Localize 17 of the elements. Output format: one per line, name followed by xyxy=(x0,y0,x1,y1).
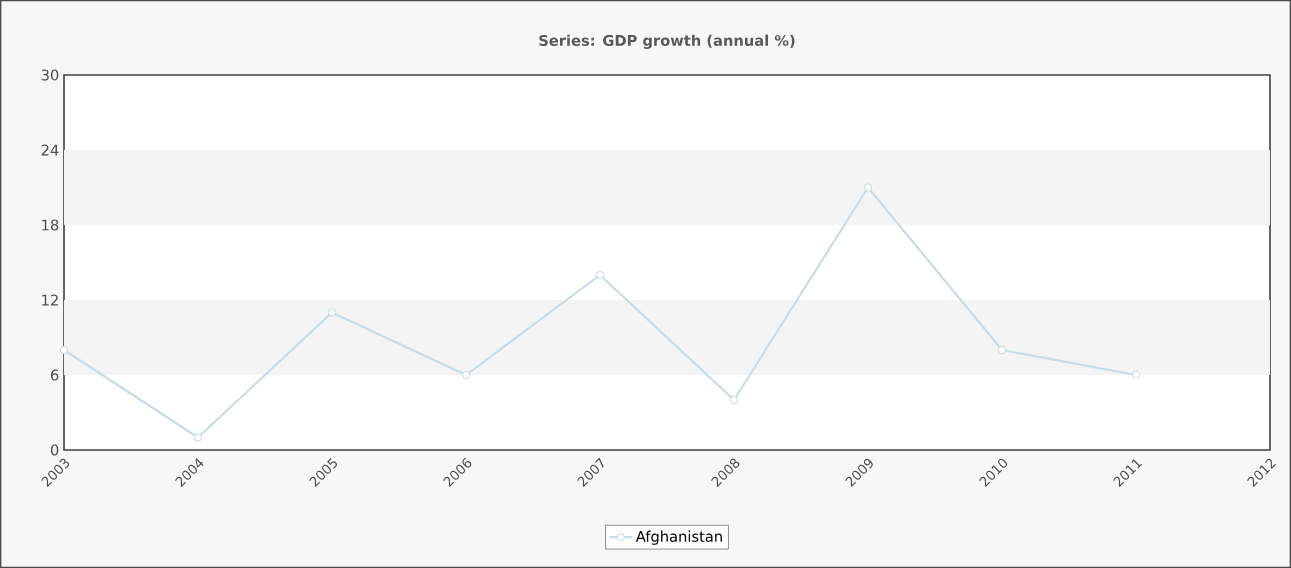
point xyxy=(328,308,337,317)
point xyxy=(864,183,873,192)
y-tick-label: 18 xyxy=(42,219,59,231)
point xyxy=(462,370,471,379)
legend-label: Afghanistan xyxy=(635,530,722,545)
y-tick-label: 12 xyxy=(42,294,58,306)
point xyxy=(730,395,739,405)
point xyxy=(60,345,69,355)
chart-title: Series: GDP growth (annual %) xyxy=(539,34,795,49)
point xyxy=(194,433,203,442)
y-tick-label: 0 xyxy=(50,444,59,456)
point xyxy=(596,270,605,280)
point xyxy=(1132,370,1141,379)
y-tick-label: 6 xyxy=(50,369,59,381)
y-tick-label: 30 xyxy=(41,69,59,81)
y-tick-label: 24 xyxy=(41,144,59,156)
point xyxy=(998,345,1007,355)
